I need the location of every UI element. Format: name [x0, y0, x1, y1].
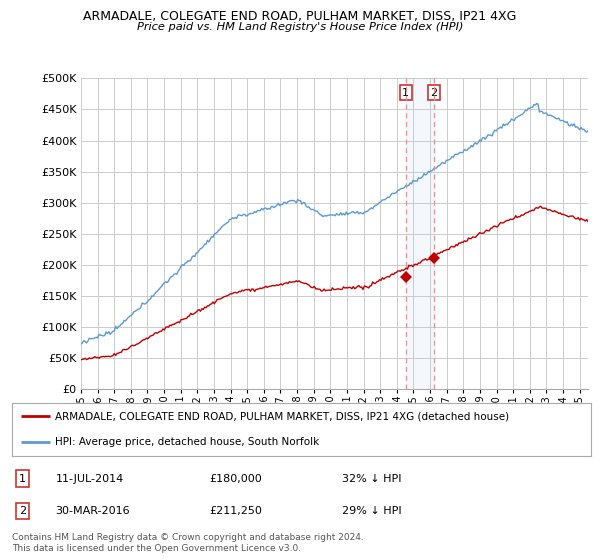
Text: ARMADALE, COLEGATE END ROAD, PULHAM MARKET, DISS, IP21 4XG: ARMADALE, COLEGATE END ROAD, PULHAM MARK… — [83, 10, 517, 23]
Text: Contains HM Land Registry data © Crown copyright and database right 2024.
This d: Contains HM Land Registry data © Crown c… — [12, 533, 364, 553]
Text: 2: 2 — [19, 506, 26, 516]
Text: 1: 1 — [402, 88, 409, 98]
Text: 11-JUL-2014: 11-JUL-2014 — [55, 474, 124, 484]
Text: 2: 2 — [431, 88, 437, 98]
Text: 30-MAR-2016: 30-MAR-2016 — [55, 506, 130, 516]
Text: £211,250: £211,250 — [209, 506, 262, 516]
Text: 29% ↓ HPI: 29% ↓ HPI — [342, 506, 401, 516]
Text: ARMADALE, COLEGATE END ROAD, PULHAM MARKET, DISS, IP21 4XG (detached house): ARMADALE, COLEGATE END ROAD, PULHAM MARK… — [55, 412, 509, 422]
Text: HPI: Average price, detached house, South Norfolk: HPI: Average price, detached house, Sout… — [55, 436, 320, 446]
Text: £180,000: £180,000 — [209, 474, 262, 484]
Text: Price paid vs. HM Land Registry's House Price Index (HPI): Price paid vs. HM Land Registry's House … — [137, 22, 463, 32]
Bar — [406, 78, 434, 389]
Text: 1: 1 — [19, 474, 26, 484]
Text: 32% ↓ HPI: 32% ↓ HPI — [342, 474, 401, 484]
